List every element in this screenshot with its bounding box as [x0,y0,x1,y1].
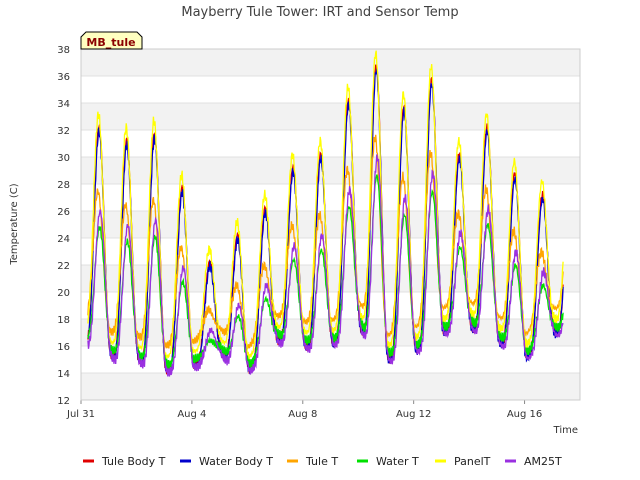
grid-bands [81,48,580,401]
legend-item: Tule Body T [83,455,166,468]
y-tick-label: 38 [57,45,70,56]
grid-band [81,76,580,103]
legend: Tule Body T Water Body T Tule T Water T Pane… [83,455,562,468]
y-axis-label: Temperature (C) [9,183,20,265]
y-tick-label: 30 [57,153,70,164]
legend-item: PanelT [435,455,491,468]
series-line-am25t [87,154,564,377]
grid-band [81,157,580,184]
grid-band [81,184,580,211]
y-tick-label: 14 [57,369,70,380]
legend-label: AM25T [524,455,562,468]
chart-title: Mayberry Tule Tower: IRT and Sensor Temp [181,5,458,20]
x-tick-label: Aug 4 [177,409,206,420]
x-axis-label: Time [553,425,578,436]
legend-label: Tule T [305,455,338,468]
plot-frame [80,48,581,401]
x-tick-label: Aug 8 [288,409,317,420]
legend-item: AM25T [505,455,562,468]
y-tick-label: 18 [57,315,70,326]
x-tick-label: Aug 12 [396,409,431,420]
legend-item: Tule T [287,455,338,468]
y-tick-label: 26 [57,207,70,218]
y-axis-ticks: 12 14 16 18 20 22 24 26 28 30 32 34 36 38 [57,45,70,407]
y-tick-label: 24 [57,234,70,245]
x-tick-label: Jul 31 [66,409,95,420]
legend-label: Water Body T [199,455,273,468]
y-tick-label: 28 [57,180,70,191]
series-lines [87,50,564,377]
y-tick-label: 32 [57,126,70,137]
legend-item: Water Body T [180,455,273,468]
y-tick-label: 22 [57,261,70,272]
grid-band [81,211,580,238]
grid-band [81,373,580,400]
series-line-panelt [87,50,564,360]
site-label: MB_tule [86,36,135,49]
y-tick-label: 12 [57,396,70,407]
x-axis-ticks: Jul 31 Aug 4 Aug 8 Aug 12 Aug 16 [66,400,542,420]
legend-label: Water T [376,455,419,468]
grid-band [81,265,580,292]
x-tick-label: Aug 16 [507,409,542,420]
grid-band [81,49,580,76]
y-tick-label: 20 [57,288,70,299]
grid-band [81,346,580,373]
y-tick-label: 34 [57,99,70,110]
site-label-box: MB_tule [80,31,143,50]
y-tick-label: 16 [57,342,70,353]
legend-item: Water T [357,455,419,468]
grid-band [81,103,580,130]
grid-band [81,238,580,265]
legend-label: Tule Body T [101,455,166,468]
grid-band [81,130,580,157]
legend-label: PanelT [454,455,491,468]
y-tick-label: 36 [57,72,70,83]
